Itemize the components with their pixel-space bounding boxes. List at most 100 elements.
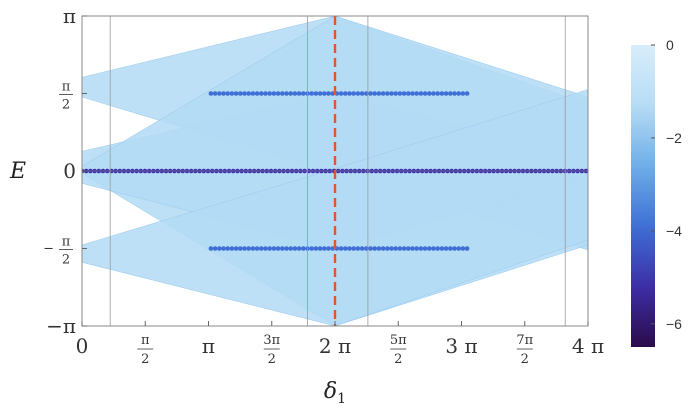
flat-band-point [238,91,243,96]
flat-band-point [259,246,264,251]
flat-band-point [292,91,298,96]
y-tick-label-denominator: 2 [62,253,70,268]
flat-band-point [464,246,470,251]
x-tick-label: 0 [76,334,89,358]
flat-band-point [208,91,214,96]
energy-band-4 [82,89,588,326]
flat-band-point [376,91,382,96]
flat-band-point [422,91,428,96]
flat-band-point [406,246,411,251]
flat-band-point [410,246,415,251]
x-tick-label-denominator: 2 [394,352,402,367]
flat-band-point [443,91,449,96]
flat-band-point [242,246,247,251]
flat-band-point [322,246,327,251]
flat-band-point [233,246,239,251]
flat-band-point [452,91,457,96]
flat-band-point [326,246,331,251]
flat-band-point [355,91,361,96]
colorbar-tick-label: −4 [666,223,682,239]
flat-band-point [317,246,323,251]
flat-band-point [313,91,319,96]
x-tick-label-numerator: 3π [263,333,280,348]
y-tick-label: π [63,4,76,28]
x-tick-label-numerator: 7π [516,333,533,348]
flat-band-point [254,91,260,96]
colorbar: 0 −2 −4 −6 [631,37,682,347]
flat-band-point [238,246,243,251]
flat-band-point [212,246,218,251]
flat-band-point [267,91,273,96]
flat-band-point [229,91,235,96]
flat-band-point [443,246,449,251]
flat-band-point [401,91,407,96]
flat-band-point [284,91,289,96]
flat-band-point [448,246,453,251]
flat-band-point [301,246,306,251]
flat-band-point [280,246,285,251]
flat-band-point [250,246,256,251]
flat-band-point [460,91,466,96]
flat-band-point [338,246,344,251]
flat-band-point [250,91,256,96]
flat-band-point [343,91,348,96]
flat-band-point [212,91,218,96]
x-tick-label: 4 π [572,334,604,358]
colorbar-gradient [631,45,655,347]
flat-band-point [351,91,357,96]
x-tick-label: π [202,334,215,358]
y-tick-label: 0 [63,159,76,183]
flat-band-point [275,246,281,251]
flat-band-point [317,91,323,96]
flat-band-point [288,246,294,251]
flat-band-point [385,246,390,251]
flat-band-point [355,246,361,251]
flat-band-point [464,91,470,96]
flat-band-point [263,91,268,96]
flat-band-point [427,246,432,251]
y-tick-label-numerator: π [62,235,71,250]
x-axis: 0 π 2 π 3π 2 2 π 5π 2 3 π 7π 2 4 π [76,321,604,367]
x-tick-label-denominator: 2 [268,352,276,367]
flat-band-point [338,91,344,96]
flat-band-point [288,91,294,96]
flat-band-point [435,91,441,96]
flat-band-point [460,246,466,251]
y-axis-title: E [9,159,26,184]
flat-band-point [359,246,365,251]
flat-band-point [326,91,331,96]
flat-band-point [401,246,407,251]
flat-band-point [456,246,462,251]
flat-band-point [221,91,226,96]
flat-band-point [431,91,436,96]
colorbar-tick-label: 0 [666,37,674,53]
flat-band-point [359,91,365,96]
flat-band-point [275,91,281,96]
flat-band-point [233,91,239,96]
flat-band-point [389,246,394,251]
flat-band-point [309,91,315,96]
flat-band-point [296,91,302,96]
flat-band-point [439,91,445,96]
flat-band-point [389,91,394,96]
flat-band-point [364,91,369,96]
flat-band-point [280,91,285,96]
flat-band-point [385,91,390,96]
flat-band-point [229,246,235,251]
flat-band-point [376,246,382,251]
flat-band-point [254,246,260,251]
flat-band-point [217,246,222,251]
x-tick-label: 3 π [445,334,477,358]
flat-band-point [448,91,453,96]
colorbar-tick-label: −2 [666,130,682,146]
flat-band-point [380,91,386,96]
x-tick-label-numerator: 5π [390,333,407,348]
flat-band-point [422,246,428,251]
flat-band-point [418,246,424,251]
flat-band-point [452,246,457,251]
y-tick-label-denominator: 2 [62,98,70,113]
flat-band-point [221,246,226,251]
flat-band-point [208,246,214,251]
y-tick-sign: − [43,242,54,257]
